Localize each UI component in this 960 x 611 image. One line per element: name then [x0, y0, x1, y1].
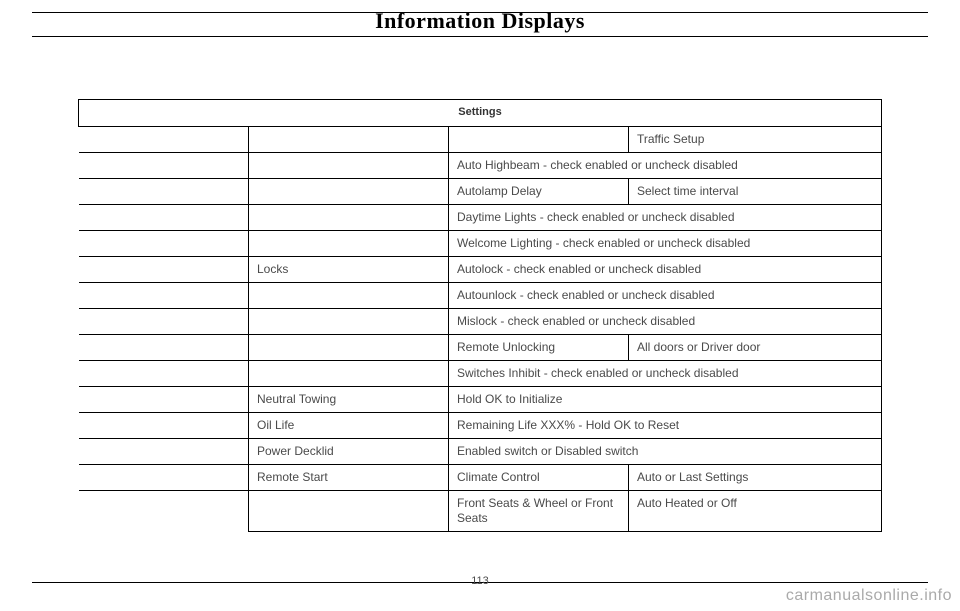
table-row: Welcome Lighting - check enabled or unch… [79, 230, 882, 256]
cell-col1 [79, 308, 249, 334]
settings-table-wrap: Settings Traffic SetupAuto Highbeam - ch… [78, 99, 882, 532]
cell-col3: Front Seats & Wheel or Front Seats [449, 490, 629, 531]
cell-col2: Power Decklid [249, 438, 449, 464]
cell-col2 [249, 282, 449, 308]
table-row: Traffic Setup [79, 126, 882, 152]
table-row: Auto Highbeam - check enabled or uncheck… [79, 152, 882, 178]
table-row: Mislock - check enabled or uncheck disab… [79, 308, 882, 334]
watermark: carmanualsonline.info [786, 587, 952, 605]
cell-col2 [249, 126, 449, 152]
table-row: Autolamp DelaySelect time interval [79, 178, 882, 204]
table-row: Daytime Lights - check enabled or unchec… [79, 204, 882, 230]
cell-col2 [249, 334, 449, 360]
cell-col1 [79, 334, 249, 360]
cell-col1 [79, 464, 249, 490]
table-row: Remote UnlockingAll doors or Driver door [79, 334, 882, 360]
settings-tbody: Traffic SetupAuto Highbeam - check enabl… [79, 126, 882, 531]
cell-col34: Switches Inhibit - check enabled or unch… [449, 360, 882, 386]
content-frame: Settings Traffic SetupAuto Highbeam - ch… [32, 12, 928, 583]
cell-col1 [79, 126, 249, 152]
cell-col34: Remaining Life XXX% - Hold OK to Reset [449, 412, 882, 438]
page-number: 113 [0, 575, 960, 587]
cell-col1 [79, 360, 249, 386]
cell-col2: Oil Life [249, 412, 449, 438]
table-row: Remote StartClimate ControlAuto or Last … [79, 464, 882, 490]
cell-col1 [79, 490, 249, 531]
table-row: Power DecklidEnabled switch or Disabled … [79, 438, 882, 464]
cell-col2 [249, 230, 449, 256]
cell-col3: Autolamp Delay [449, 178, 629, 204]
cell-col1 [79, 204, 249, 230]
cell-col34: Welcome Lighting - check enabled or unch… [449, 230, 882, 256]
table-row: Autounlock - check enabled or uncheck di… [79, 282, 882, 308]
cell-col2 [249, 360, 449, 386]
cell-col2 [249, 490, 449, 531]
cell-col1 [79, 178, 249, 204]
cell-col4: Traffic Setup [629, 126, 882, 152]
cell-col34: Mislock - check enabled or uncheck disab… [449, 308, 882, 334]
cell-col3: Remote Unlocking [449, 334, 629, 360]
table-header-row: Settings [79, 100, 882, 127]
cell-col4: Auto Heated or Off [629, 490, 882, 531]
cell-col2: Remote Start [249, 464, 449, 490]
cell-col1 [79, 282, 249, 308]
cell-col34: Enabled switch or Disabled switch [449, 438, 882, 464]
cell-col34: Daytime Lights - check enabled or unchec… [449, 204, 882, 230]
cell-col1 [79, 386, 249, 412]
settings-table: Settings Traffic SetupAuto Highbeam - ch… [78, 99, 882, 532]
cell-col34: Autounlock - check enabled or uncheck di… [449, 282, 882, 308]
cell-col4: All doors or Driver door [629, 334, 882, 360]
cell-col2 [249, 178, 449, 204]
cell-col3 [449, 126, 629, 152]
table-row: Neutral TowingHold OK to Initialize [79, 386, 882, 412]
cell-col2 [249, 152, 449, 178]
table-row: LocksAutolock - check enabled or uncheck… [79, 256, 882, 282]
cell-col2 [249, 308, 449, 334]
cell-col1 [79, 152, 249, 178]
cell-col1 [79, 412, 249, 438]
table-row: Front Seats & Wheel or Front SeatsAuto H… [79, 490, 882, 531]
cell-col3: Climate Control [449, 464, 629, 490]
settings-header: Settings [79, 100, 882, 127]
table-row: Switches Inhibit - check enabled or unch… [79, 360, 882, 386]
cell-col34: Auto Highbeam - check enabled or uncheck… [449, 152, 882, 178]
cell-col1 [79, 438, 249, 464]
cell-col4: Select time interval [629, 178, 882, 204]
cell-col1 [79, 230, 249, 256]
cell-col2 [249, 204, 449, 230]
cell-col34: Hold OK to Initialize [449, 386, 882, 412]
cell-col2: Locks [249, 256, 449, 282]
cell-col1 [79, 256, 249, 282]
cell-col2: Neutral Towing [249, 386, 449, 412]
cell-col4: Auto or Last Settings [629, 464, 882, 490]
cell-col34: Autolock - check enabled or uncheck disa… [449, 256, 882, 282]
table-row: Oil LifeRemaining Life XXX% - Hold OK to… [79, 412, 882, 438]
page: Information Displays Settings Traffic Se… [0, 0, 960, 611]
